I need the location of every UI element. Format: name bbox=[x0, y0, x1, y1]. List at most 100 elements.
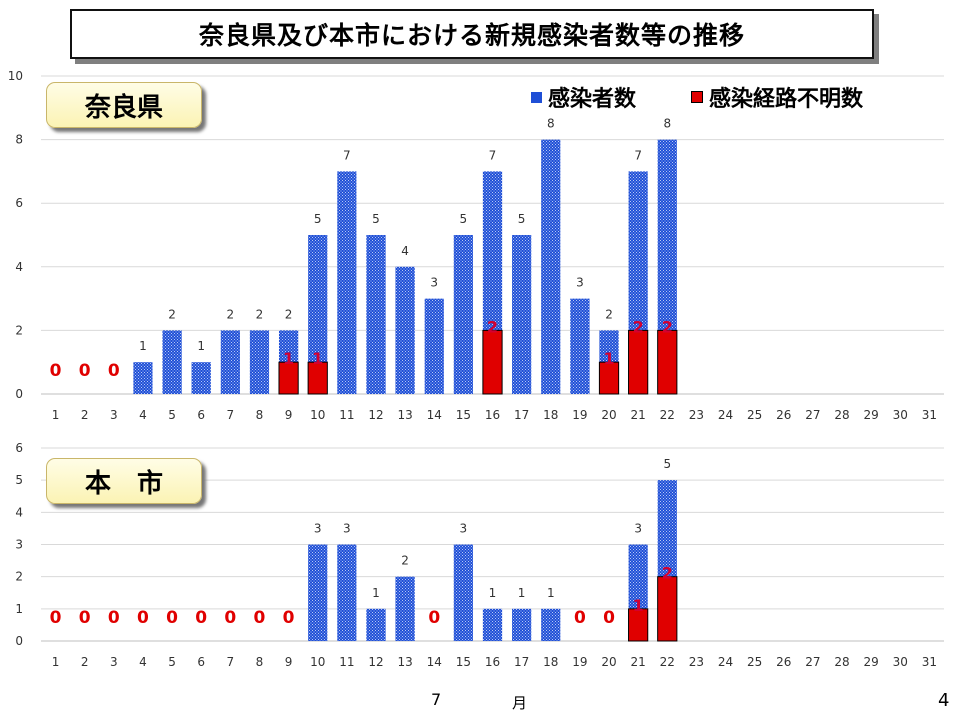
data-label-total: 5 bbox=[372, 212, 380, 226]
zero-data-label: 0 bbox=[137, 608, 149, 628]
y-tick-label: 10 bbox=[8, 69, 23, 83]
x-tick-label: 7 bbox=[227, 655, 235, 669]
data-label-total: 8 bbox=[547, 117, 555, 131]
legend-item-total: 感染者数 bbox=[531, 84, 637, 112]
legend-swatch-total bbox=[531, 91, 542, 103]
y-tick-label: 2 bbox=[15, 570, 23, 584]
legend-label-total: 感染者数 bbox=[548, 87, 637, 112]
y-tick-label: 8 bbox=[15, 133, 23, 147]
y-tick-label: 4 bbox=[15, 505, 23, 519]
bar-total bbox=[395, 266, 415, 394]
bar-unknown bbox=[278, 361, 299, 395]
x-tick-label: 27 bbox=[805, 408, 820, 422]
data-label-unknown: 2 bbox=[487, 317, 498, 336]
x-tick-label: 6 bbox=[197, 655, 205, 669]
x-tick-label: 27 bbox=[805, 655, 820, 669]
x-tick-label: 13 bbox=[397, 655, 412, 669]
legend-item-unknown: 感染経路不明数 bbox=[691, 84, 863, 112]
bar-total bbox=[337, 171, 357, 394]
bar-total bbox=[366, 608, 386, 641]
x-tick-label: 14 bbox=[427, 408, 442, 422]
x-tick-label: 21 bbox=[631, 655, 646, 669]
x-tick-label: 20 bbox=[601, 655, 616, 669]
legend-swatch-unknown bbox=[691, 91, 703, 103]
x-tick-label: 11 bbox=[339, 408, 354, 422]
x-tick-label: 31 bbox=[922, 408, 937, 422]
bar-total bbox=[570, 298, 590, 394]
bar-total bbox=[191, 362, 211, 394]
page-title: 奈良県及び本市における新規感染者数等の推移 bbox=[70, 9, 874, 59]
data-label-total: 1 bbox=[518, 586, 526, 600]
zero-data-label: 0 bbox=[254, 608, 266, 628]
data-label-unknown: 2 bbox=[662, 564, 673, 583]
x-tick-label: 6 bbox=[197, 408, 205, 422]
x-tick-label: 24 bbox=[718, 655, 733, 669]
bar-unknown bbox=[307, 361, 328, 395]
x-tick-label: 18 bbox=[543, 655, 558, 669]
bar-total bbox=[308, 544, 328, 641]
x-tick-label: 13 bbox=[397, 408, 412, 422]
data-label-total: 2 bbox=[168, 307, 176, 321]
zero-data-label: 0 bbox=[79, 608, 91, 628]
zero-data-label: 0 bbox=[428, 608, 440, 628]
bar-total bbox=[220, 330, 240, 394]
bar-unknown bbox=[482, 329, 503, 395]
data-label-total: 2 bbox=[285, 307, 293, 321]
x-tick-label: 3 bbox=[110, 655, 118, 669]
y-tick-label: 2 bbox=[15, 323, 23, 337]
bar-total bbox=[395, 576, 415, 641]
x-tick-label: 30 bbox=[893, 655, 908, 669]
y-tick-label: 6 bbox=[15, 196, 23, 210]
zero-data-label: 0 bbox=[108, 361, 120, 381]
x-tick-label: 8 bbox=[256, 408, 264, 422]
x-tick-label: 28 bbox=[834, 408, 849, 422]
x-tick-label: 29 bbox=[864, 408, 879, 422]
x-tick-label: 19 bbox=[572, 408, 587, 422]
y-tick-label: 6 bbox=[15, 441, 23, 455]
bar-total bbox=[453, 235, 473, 394]
x-tick-label: 12 bbox=[368, 408, 383, 422]
data-label-total: 1 bbox=[547, 586, 555, 600]
bar-total bbox=[366, 235, 386, 394]
x-tick-label: 18 bbox=[543, 408, 558, 422]
x-tick-label: 19 bbox=[572, 655, 587, 669]
zero-data-label: 0 bbox=[50, 361, 62, 381]
x-tick-label: 20 bbox=[601, 408, 616, 422]
data-label-total: 3 bbox=[460, 522, 468, 536]
x-tick-label: 31 bbox=[922, 655, 937, 669]
x-tick-label: 15 bbox=[456, 655, 471, 669]
bar-total bbox=[249, 330, 270, 394]
x-tick-label: 5 bbox=[168, 655, 176, 669]
x-tick-label: 2 bbox=[81, 655, 89, 669]
panel-label-city: 本 市 bbox=[46, 458, 202, 504]
data-label-total: 3 bbox=[314, 522, 322, 536]
y-tick-label: 0 bbox=[15, 387, 23, 401]
x-tick-label: 16 bbox=[485, 408, 500, 422]
x-tick-label: 11 bbox=[339, 655, 354, 669]
data-label-total: 5 bbox=[460, 212, 468, 226]
data-label-total: 3 bbox=[576, 276, 584, 290]
y-tick-label: 3 bbox=[15, 538, 23, 552]
bar-total bbox=[133, 362, 153, 394]
y-tick-label: 1 bbox=[15, 602, 23, 616]
x-tick-label: 29 bbox=[864, 655, 879, 669]
x-tick-label: 25 bbox=[747, 655, 762, 669]
x-tick-label: 16 bbox=[485, 655, 500, 669]
data-label-total: 7 bbox=[634, 148, 642, 162]
data-label-total: 3 bbox=[634, 522, 642, 536]
y-tick-label: 4 bbox=[15, 260, 23, 274]
bar-total bbox=[424, 298, 444, 394]
data-label-total: 5 bbox=[518, 212, 526, 226]
x-tick-label: 15 bbox=[456, 408, 471, 422]
x-tick-label: 22 bbox=[660, 408, 675, 422]
data-label-total: 2 bbox=[227, 307, 235, 321]
x-tick-label: 3 bbox=[110, 408, 118, 422]
zero-data-label: 0 bbox=[166, 608, 178, 628]
x-tick-label: 10 bbox=[310, 655, 325, 669]
zero-data-label: 0 bbox=[108, 608, 120, 628]
x-tick-label: 30 bbox=[893, 408, 908, 422]
data-label-total: 2 bbox=[256, 307, 264, 321]
bar-unknown bbox=[598, 361, 620, 395]
bar-total bbox=[541, 139, 561, 394]
